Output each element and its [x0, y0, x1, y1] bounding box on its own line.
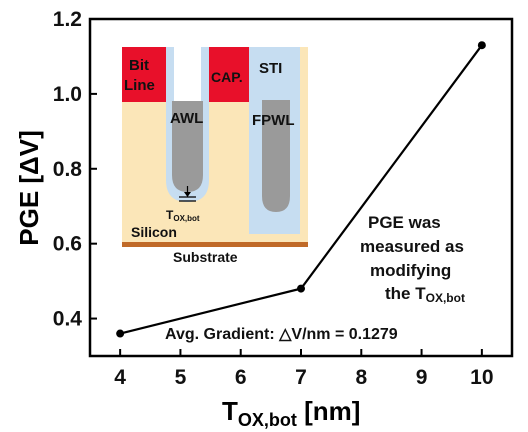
series-group — [116, 41, 486, 338]
substrate-line — [122, 242, 308, 247]
inset-substrate-label: Substrate — [173, 249, 238, 265]
x-axis-label-main: T — [222, 396, 238, 426]
x-axis-label-sub: OX,bot — [238, 410, 297, 430]
y-tick-label: 0.6 — [53, 233, 82, 256]
x-tick-label: 10 — [470, 366, 493, 389]
x-tick-label: 5 — [175, 366, 187, 389]
x-axis-label-unit: [nm] — [297, 396, 361, 426]
x-tick-label: 4 — [114, 366, 126, 389]
y-tick-label: 0.4 — [53, 308, 83, 331]
x-tick-label: 7 — [295, 366, 307, 389]
inset-silicon-label: Silicon — [131, 224, 177, 240]
inset-line-label: Line — [124, 77, 155, 94]
awl-upper-fill — [174, 47, 201, 101]
awl-gate — [172, 101, 203, 192]
inset-awl-label: AWL — [170, 110, 203, 127]
data-point — [297, 284, 305, 293]
inset-tox-sub: OX,bot — [173, 214, 200, 223]
inset-fpwl-label: FPWL — [252, 112, 295, 129]
x-axis-ticks: 4 5 6 7 8 9 10 — [114, 349, 494, 389]
note-line-4-sub: OX,bot — [426, 291, 465, 305]
note-line-1: PGE was — [368, 213, 441, 232]
y-tick-label: 1.0 — [53, 83, 82, 106]
tox-marker-arrowhead — [184, 192, 191, 197]
x-tick-label: 9 — [416, 366, 428, 389]
x-tick-label: 8 — [355, 366, 367, 389]
note-line-2: measured as — [360, 237, 464, 256]
y-tick-label: 0.8 — [53, 158, 83, 181]
data-point — [116, 329, 125, 338]
cap-block — [209, 47, 249, 102]
y-axis-label: PGE [ΔV] — [14, 130, 44, 245]
fpwl-gate — [262, 100, 290, 212]
y-tick-label: 1.2 — [53, 8, 82, 31]
y-axis-ticks: 0.4 0.6 0.8 1.0 1.2 — [53, 8, 97, 331]
note-line-4-main: the T — [385, 284, 426, 303]
inset-bit-label: Bit — [129, 57, 149, 74]
inset-cap-label: CAP. — [211, 69, 243, 85]
x-axis-label: TOX,bot [nm] — [222, 396, 360, 430]
data-point — [477, 41, 486, 50]
inset-tox-main: T — [166, 208, 174, 222]
gradient-annotation: Avg. Gradient: △V/nm = 0.1279 — [165, 326, 398, 343]
bit-line-block — [122, 47, 166, 102]
note-line-3: modifying — [370, 261, 451, 280]
device-cross-section-inset: Bit Line CAP. STI AWL FPWL TOX,bot Silic… — [122, 47, 308, 265]
note-line-4: the TOX,bot — [385, 284, 465, 305]
inset-tox-label: TOX,bot — [166, 208, 200, 223]
inset-sti-label: STI — [259, 60, 282, 77]
x-tick-label: 6 — [235, 366, 247, 389]
